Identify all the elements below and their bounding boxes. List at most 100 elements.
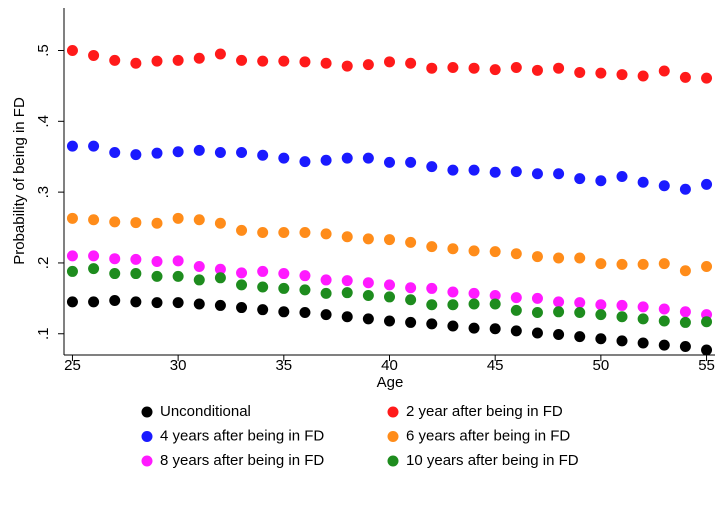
legend-label: 6 years after being in FD [406, 427, 570, 444]
point [405, 57, 417, 69]
point [109, 253, 121, 265]
point [574, 307, 586, 319]
point [426, 241, 438, 253]
point [193, 298, 205, 310]
point [679, 71, 691, 83]
point [637, 70, 649, 82]
point [616, 299, 628, 311]
point [531, 292, 543, 304]
legend-label: Unconditional [160, 403, 251, 420]
x-axis-label: Age [377, 374, 404, 391]
point [172, 54, 184, 66]
point [172, 212, 184, 224]
point [109, 146, 121, 158]
point [299, 307, 311, 319]
point [384, 56, 395, 68]
point [362, 277, 374, 289]
point [595, 309, 607, 321]
point [405, 236, 417, 248]
point [236, 146, 248, 158]
point [109, 216, 121, 228]
point [468, 287, 480, 299]
point [214, 217, 226, 229]
point [193, 274, 205, 286]
point [130, 57, 142, 69]
legend-label: 4 years after being in FD [160, 427, 324, 444]
point [679, 183, 691, 195]
point [172, 255, 184, 267]
point [214, 48, 226, 60]
point [151, 297, 163, 309]
legend-marker [141, 431, 153, 442]
point [637, 301, 649, 313]
point [701, 316, 713, 328]
point [510, 325, 522, 337]
point [341, 275, 353, 287]
point [320, 228, 332, 240]
point [362, 313, 374, 325]
point [299, 270, 311, 282]
point [362, 152, 374, 164]
point [553, 252, 565, 264]
point [637, 258, 649, 270]
point [236, 224, 248, 236]
point [679, 316, 691, 328]
point [701, 178, 713, 190]
point [658, 65, 670, 77]
point [595, 175, 607, 187]
point [489, 166, 501, 178]
point [299, 226, 311, 238]
legend-label: 2 year after being in FD [406, 403, 563, 420]
point [151, 256, 163, 268]
x-tick-label: 55 [698, 357, 715, 374]
point [574, 66, 586, 78]
legend-label: 8 years after being in FD [160, 452, 324, 469]
point [384, 315, 395, 327]
point [489, 323, 501, 335]
point [88, 250, 100, 262]
point [66, 212, 78, 224]
y-tick-label: .5 [35, 44, 52, 57]
point [426, 318, 438, 330]
point [66, 265, 78, 277]
point [426, 161, 438, 173]
point [130, 268, 142, 280]
point [214, 272, 226, 284]
point [88, 263, 100, 275]
point [130, 217, 142, 229]
point [489, 290, 501, 302]
point [595, 299, 607, 311]
point [658, 315, 670, 327]
point [236, 302, 248, 314]
point [66, 140, 78, 152]
point [658, 339, 670, 351]
point [257, 265, 269, 277]
point [257, 149, 269, 161]
point [701, 344, 713, 356]
y-tick-label: .3 [35, 186, 52, 199]
point [151, 147, 163, 159]
point [468, 62, 480, 74]
point [701, 72, 713, 84]
point [151, 217, 163, 229]
point [384, 156, 395, 168]
point [257, 281, 269, 293]
point [447, 164, 459, 176]
point [384, 291, 395, 303]
legend-marker [141, 455, 153, 467]
point [701, 260, 713, 272]
y-tick-label: .1 [35, 327, 52, 340]
point [172, 297, 184, 309]
point [193, 260, 205, 272]
point [384, 234, 395, 246]
point [88, 140, 100, 152]
point [510, 248, 522, 260]
x-tick-label: 40 [381, 357, 398, 374]
point [426, 62, 438, 74]
legend-marker [141, 406, 153, 418]
y-tick-label: .4 [35, 115, 52, 128]
point [510, 61, 522, 73]
point [616, 171, 628, 183]
point [341, 152, 353, 164]
